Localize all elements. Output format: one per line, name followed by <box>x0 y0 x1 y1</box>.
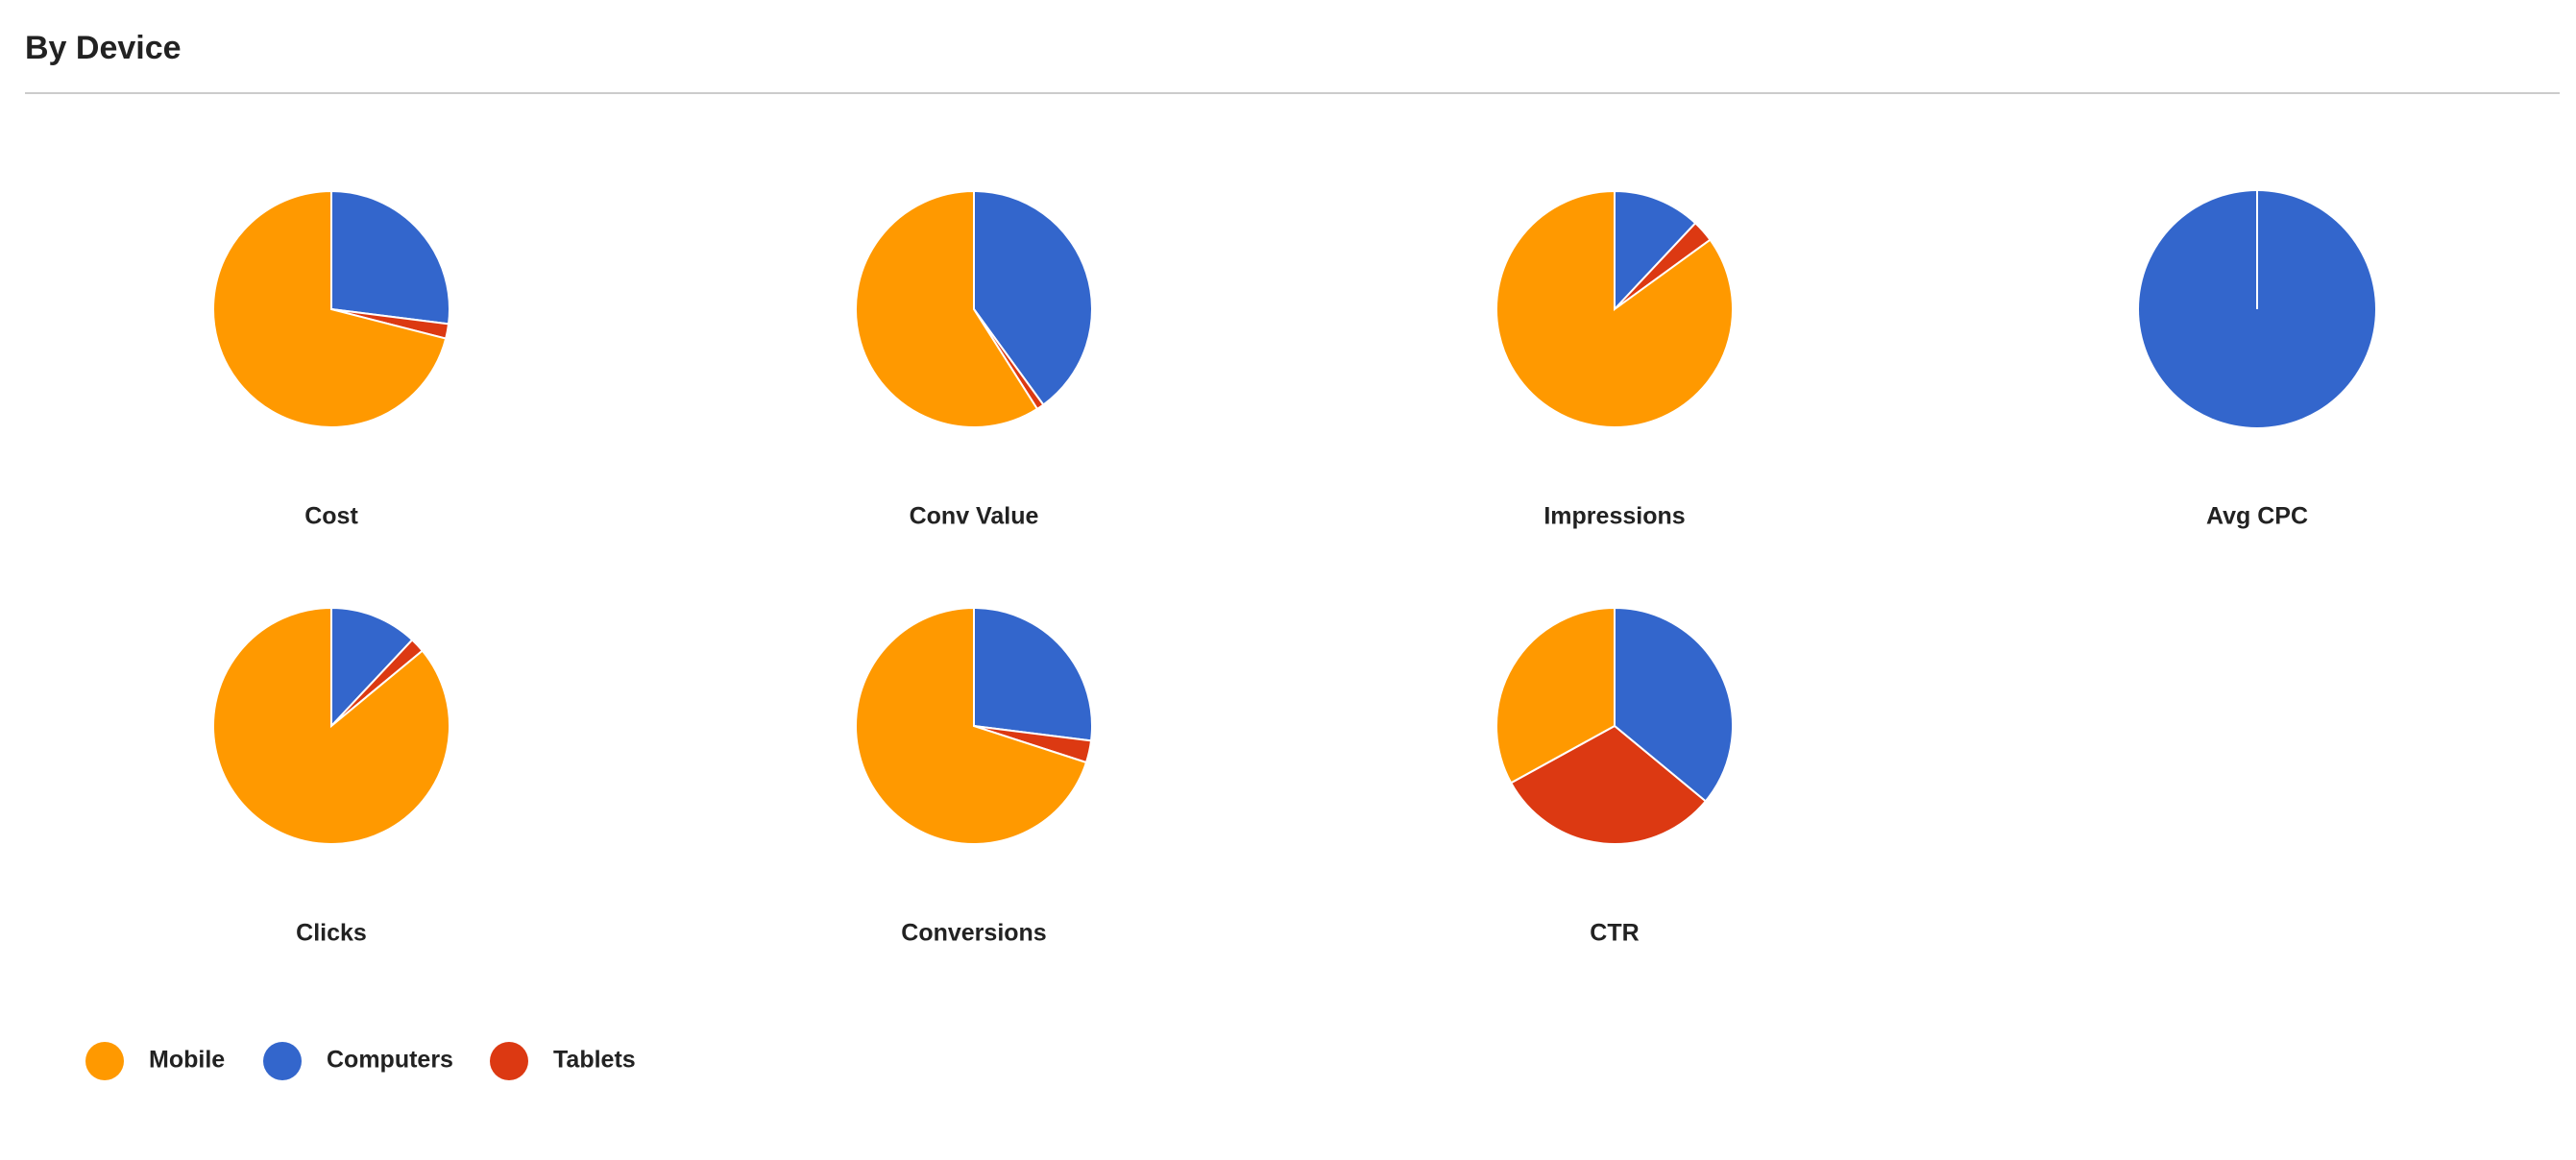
legend-swatch <box>85 1042 124 1080</box>
legend-label: Tablets <box>553 1047 636 1074</box>
pie-slice <box>330 189 450 326</box>
pie-title: Cost <box>304 503 358 530</box>
pie-slice <box>1614 606 1734 803</box>
pie-slice <box>1495 606 1616 785</box>
legend-label: Computers <box>327 1047 453 1074</box>
pie-title: Conv Value <box>910 503 1039 530</box>
pie-slice <box>1495 189 1734 428</box>
pie-slice <box>1614 189 1697 312</box>
legend-swatch <box>263 1042 302 1080</box>
pie-slice <box>855 606 1088 845</box>
pie-slice <box>973 189 1093 406</box>
pie-title: Impressions <box>1543 503 1685 530</box>
legend-label: Mobile <box>149 1047 225 1074</box>
pie-title: Conversions <box>901 920 1046 947</box>
pie-slice <box>855 189 1039 428</box>
pie-slice <box>212 189 448 428</box>
section-title: By Device <box>25 30 182 66</box>
pie-slice <box>973 606 1093 742</box>
pie-slice <box>212 606 450 845</box>
pie-title: Clicks <box>296 920 367 947</box>
pie-slice <box>1509 724 1708 845</box>
pie-slice <box>330 606 414 729</box>
pie-title: Avg CPC <box>2206 503 2308 530</box>
pie-title: CTR <box>1590 920 1639 947</box>
legend-swatch <box>490 1042 528 1080</box>
